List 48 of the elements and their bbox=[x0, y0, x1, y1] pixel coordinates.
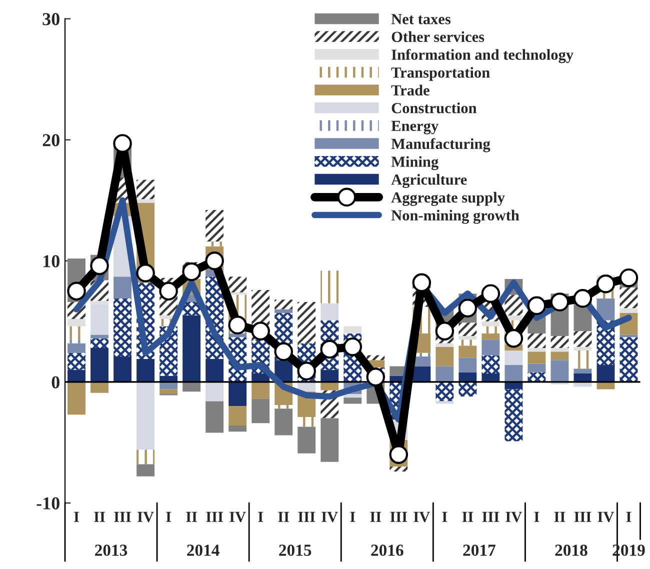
x-tick-label: II bbox=[186, 512, 197, 522]
y-tick-label: 10 bbox=[44, 255, 60, 268]
legend-label: Manufacturing bbox=[391, 138, 490, 152]
legend-label: Information and technology bbox=[392, 48, 574, 64]
x-tick-label: IV bbox=[506, 512, 522, 522]
x-tick-label: IV bbox=[598, 512, 614, 522]
x-tick-label: I bbox=[350, 512, 356, 522]
text: 2015 bbox=[279, 544, 312, 556]
x-tick-label: II bbox=[94, 512, 105, 522]
x-tick-label: III bbox=[390, 512, 408, 522]
text: 2017 bbox=[463, 544, 496, 556]
x-tick-label: I bbox=[74, 512, 79, 522]
legend-label: Non-mining growth bbox=[391, 210, 520, 224]
x-tick-label: IV bbox=[414, 512, 430, 522]
y-tick-label: -10 bbox=[36, 497, 60, 510]
legend-label: Other services bbox=[392, 31, 484, 42]
text: 2014 bbox=[187, 544, 220, 556]
legend-label: Trade bbox=[391, 84, 430, 96]
text: 2016 bbox=[371, 544, 404, 556]
legend-label: Mining bbox=[391, 156, 438, 170]
x-tick-label: IV bbox=[322, 512, 338, 522]
y-tick-label: 30 bbox=[42, 13, 60, 26]
x-tick-label: III bbox=[482, 512, 500, 522]
legend-label: Agriculture bbox=[391, 174, 467, 188]
text: 2013 bbox=[95, 544, 128, 556]
x-tick-label: I bbox=[166, 512, 172, 522]
y-tick-label: 20 bbox=[42, 134, 60, 146]
x-tick-label: III bbox=[206, 512, 223, 522]
x-tick-label: IV bbox=[138, 512, 154, 522]
x-tick-label: I bbox=[626, 512, 632, 522]
x-tick-label: III bbox=[574, 512, 592, 522]
x-tick-label: II bbox=[370, 512, 382, 522]
legend-label: Aggregate supply bbox=[391, 192, 505, 206]
legend-label: Energy bbox=[391, 120, 438, 134]
x-tick-label: III bbox=[298, 512, 316, 522]
x-tick-label: II bbox=[462, 512, 474, 522]
x-tick-label: I bbox=[442, 512, 448, 522]
x-tick-label: III bbox=[114, 512, 131, 522]
x-tick-label: I bbox=[258, 512, 264, 522]
y-tick-label: 0 bbox=[52, 376, 60, 388]
x-tick-label: II bbox=[554, 512, 566, 522]
legend-label: Transportation bbox=[391, 66, 490, 81]
legend-label: Net taxes bbox=[391, 14, 451, 24]
text: 2018 bbox=[555, 544, 588, 556]
x-tick-label: II bbox=[278, 512, 290, 522]
legend-label: Construction bbox=[392, 102, 477, 114]
x-tick-label: I bbox=[534, 512, 540, 522]
x-tick-label: IV bbox=[230, 512, 246, 522]
